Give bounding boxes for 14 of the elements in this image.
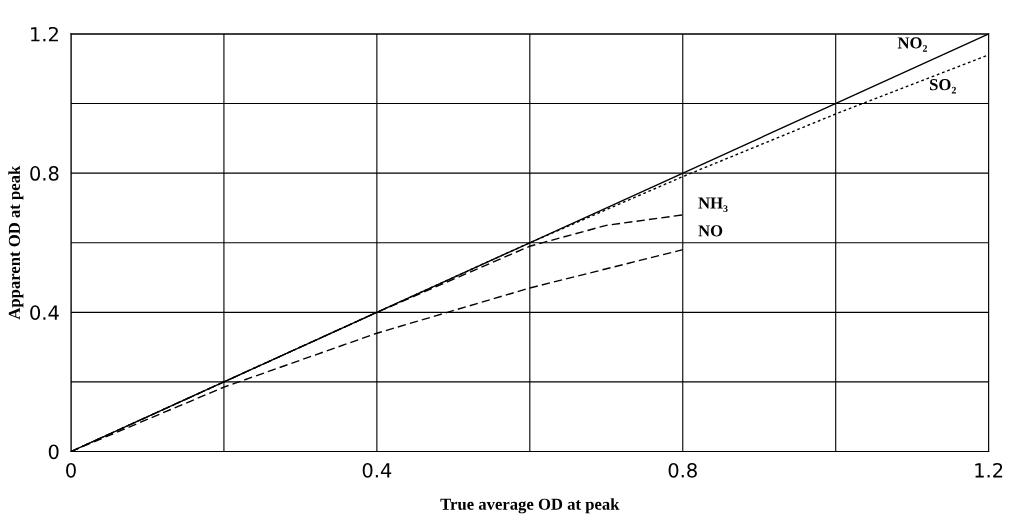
x-tick-label: 0 [66, 462, 76, 478]
y-tick-label: 0.4 [30, 305, 59, 320]
series-label: NO₂ [897, 37, 928, 52]
y-axis-title: Apparent OD at peak [8, 165, 24, 320]
series-label: SO₂ [930, 79, 956, 94]
series-label: NH₃ [698, 197, 728, 212]
y-tick-label: 1.2 [31, 26, 58, 42]
y-tick-label: 0 [48, 444, 59, 460]
x-tick-label: 1.2 [975, 462, 1003, 478]
y-tick-label: 0.8 [30, 166, 59, 181]
x-tick-label: 0.4 [362, 462, 392, 478]
x-axis-title: True average OD at peak [440, 498, 620, 514]
series-label: NO [698, 225, 723, 237]
x-tick-label: 0.8 [668, 462, 697, 478]
